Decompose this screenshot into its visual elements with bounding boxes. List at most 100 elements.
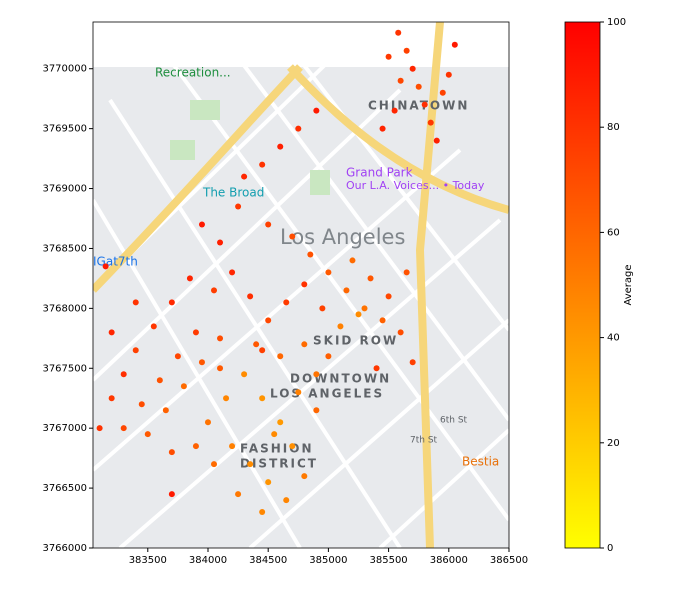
point [168,299,175,306]
map-label: The Broad [202,186,264,200]
x-tick-label: 386500 [490,555,528,566]
point [301,281,308,288]
map-label: Grand Park [346,166,413,180]
point [162,407,169,414]
x-tick-label: 385000 [309,555,347,566]
point [132,347,139,354]
map-label: 6th St [440,416,468,426]
point [253,341,260,348]
point [247,293,254,300]
point [283,299,290,306]
point [295,389,302,396]
plot-frame [92,21,510,549]
point [313,407,320,414]
y-tick-label: 3769000 [42,184,87,195]
point [325,269,332,276]
point [283,497,290,504]
y-tick-label: 3767000 [42,423,87,434]
point [156,377,163,384]
x-tick-label: 385500 [370,555,408,566]
point [259,161,266,168]
map-label: DOWNTOWN [290,372,391,386]
point [223,395,230,402]
point [96,425,103,432]
point [229,443,236,450]
x-tick-label: 386000 [430,555,468,566]
colorbar-tick-label: 0 [607,543,613,554]
point [120,425,127,432]
point [421,101,428,108]
map-label: Recreation... [155,66,231,80]
colorbar-tick-label: 40 [607,333,620,344]
map-label: LOS ANGELES [270,387,384,401]
x-tick-label: 384000 [189,555,227,566]
point [192,329,199,336]
point [289,443,296,450]
point [211,287,218,294]
x-tick-label: 384500 [249,555,287,566]
point [277,353,284,360]
point [433,137,440,144]
point [138,401,145,408]
map-label: CHINATOWN [368,99,469,113]
point [409,65,416,72]
map-label: DISTRICT [240,457,318,471]
point [379,125,386,132]
colorbar-tick-label: 20 [607,438,620,449]
map-label: FASHION [240,442,314,456]
point [259,509,266,516]
point [301,473,308,480]
point [319,305,326,312]
point [120,371,127,378]
point [397,329,404,336]
point [395,29,402,36]
point [397,77,404,84]
point [247,461,254,468]
point [325,353,332,360]
point [174,353,181,360]
point [132,299,139,306]
point [385,53,392,60]
map-label: 7th St [410,436,438,446]
point [439,89,446,96]
y-tick-label: 3769500 [42,124,87,135]
point [186,275,193,282]
point [217,335,224,342]
point [355,311,362,318]
point [445,71,452,78]
colorbar-tick-label: 60 [607,227,620,238]
point [277,143,284,150]
y-tick-label: 3767500 [42,363,87,374]
y-tick-label: 3768000 [42,303,87,314]
point [403,47,410,54]
point [198,221,205,228]
point [259,395,266,402]
point [168,449,175,456]
point [343,287,350,294]
point [289,233,296,240]
point [235,203,242,210]
point [385,293,392,300]
point [180,383,187,390]
point [361,305,368,312]
point [451,41,458,48]
point [108,329,115,336]
point [265,221,272,228]
y-tick-label: 3770000 [42,64,87,75]
point [295,125,302,132]
point [379,317,386,324]
map: Recreation... The Broad Grand Park Our L… [93,22,509,548]
point [271,431,278,438]
point [403,269,410,276]
point [102,263,109,270]
y-tick-label: 3766000 [42,543,87,554]
point [277,419,284,426]
point [241,371,248,378]
y-tick-label: 3766500 [42,483,87,494]
point [259,347,266,354]
point [265,317,272,324]
point [349,257,356,264]
point [391,107,398,114]
point [427,119,434,126]
point [373,365,380,372]
